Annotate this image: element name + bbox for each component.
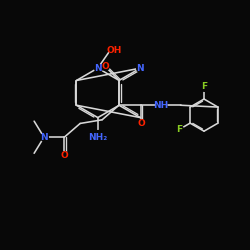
- Text: NH: NH: [154, 101, 169, 110]
- Text: F: F: [176, 125, 182, 134]
- Text: N: N: [94, 64, 102, 73]
- Text: O: O: [60, 150, 68, 160]
- Text: NH₂: NH₂: [88, 133, 108, 142]
- Text: F: F: [201, 82, 207, 91]
- Text: O: O: [137, 118, 145, 128]
- Text: N: N: [136, 64, 144, 73]
- Text: OH: OH: [106, 46, 122, 55]
- Text: O: O: [101, 62, 109, 71]
- Text: N: N: [40, 133, 48, 142]
